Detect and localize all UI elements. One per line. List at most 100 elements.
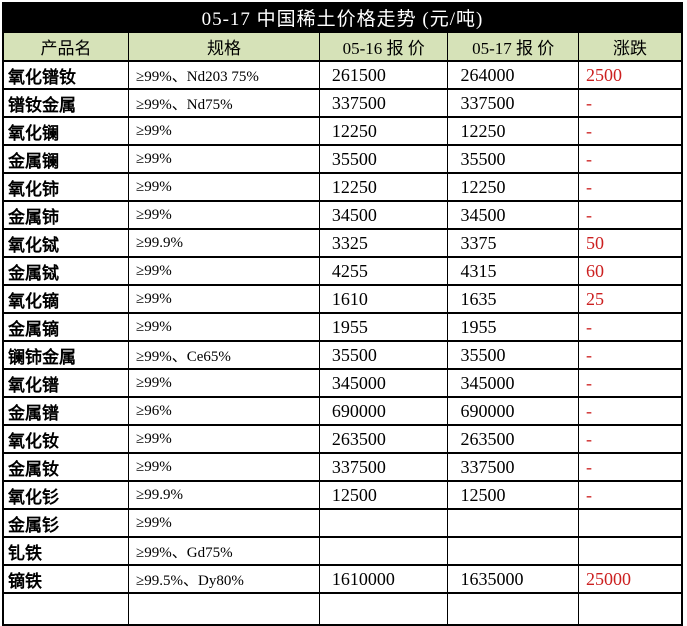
price-0516-cell bbox=[318, 536, 449, 566]
price-0516-cell: 337500 bbox=[318, 452, 449, 482]
change-cell: 60 bbox=[578, 256, 683, 286]
spec-cell: ≥99% bbox=[128, 424, 320, 454]
header-row: 产品名 规格 05-16 报 价 05-17 报 价 涨跌 bbox=[2, 31, 683, 62]
price-0516-cell: 345000 bbox=[318, 368, 449, 398]
price-0517-cell: 35500 bbox=[447, 144, 579, 174]
table-row: 镝铁 ≥99.5%、Dy80% 1610000 1635000 25000 bbox=[2, 564, 683, 594]
product-cell: 镨钕金属 bbox=[2, 88, 130, 118]
change-cell: - bbox=[578, 116, 683, 146]
spec-cell: ≥99% bbox=[128, 256, 320, 286]
table-row: 金属铈 ≥99% 34500 34500- bbox=[2, 200, 683, 230]
table-row: 氧化镝 ≥99% 1610 1635 25 bbox=[2, 284, 683, 314]
title-row: 05-17 中国稀土价格走势 (元/吨) bbox=[2, 2, 683, 33]
table-row: 金属钐 ≥99% bbox=[2, 508, 683, 538]
change-cell: - bbox=[578, 396, 683, 426]
price-0516-cell: 12500 bbox=[318, 480, 449, 510]
price-0517-cell: 34500 bbox=[447, 200, 579, 230]
price-0517-cell: 345000 bbox=[447, 368, 579, 398]
spec-cell: ≥99.9% bbox=[128, 480, 320, 510]
table-row: 氧化铽 ≥99.9% 3325 3375 50 bbox=[2, 228, 683, 258]
product-cell: 氧化铽 bbox=[2, 228, 130, 258]
spec-cell: ≥99% bbox=[128, 312, 320, 342]
price-0516-cell: 261500 bbox=[318, 60, 449, 90]
product-cell: 氧化钐 bbox=[2, 480, 130, 510]
empty-cell bbox=[128, 592, 320, 626]
table-row: 氧化镨钕 ≥99%、Nd203 75% 261500 264000 2500 bbox=[2, 60, 683, 90]
change-cell: 50 bbox=[578, 228, 683, 258]
change-cell bbox=[578, 508, 683, 538]
change-cell: - bbox=[578, 368, 683, 398]
table-title: 05-17 中国稀土价格走势 (元/吨) bbox=[2, 2, 683, 33]
spec-cell: ≥99%、Gd75% bbox=[128, 536, 320, 566]
spec-cell: ≥99%、Nd75% bbox=[128, 88, 320, 118]
price-0517-cell: 12500 bbox=[447, 480, 579, 510]
price-0517-cell: 1955 bbox=[447, 312, 579, 342]
spec-cell: ≥99% bbox=[128, 508, 320, 538]
change-cell: 25000 bbox=[578, 564, 683, 594]
price-0516-cell bbox=[318, 508, 449, 538]
spec-cell: ≥99.5%、Dy80% bbox=[128, 564, 320, 594]
spec-cell: ≥99% bbox=[128, 116, 320, 146]
table-row: 金属铽 ≥99% 4255 4315 60 bbox=[2, 256, 683, 286]
price-0516-cell: 4255 bbox=[318, 256, 449, 286]
spec-cell: ≥99% bbox=[128, 172, 320, 202]
change-cell: - bbox=[578, 312, 683, 342]
spec-cell: ≥99.9% bbox=[128, 228, 320, 258]
header-change: 涨跌 bbox=[578, 31, 683, 62]
price-0516-cell: 690000 bbox=[318, 396, 449, 426]
product-cell: 金属镝 bbox=[2, 312, 130, 342]
price-0517-cell: 1635 bbox=[447, 284, 579, 314]
product-cell: 金属钕 bbox=[2, 452, 130, 482]
price-0517-cell: 337500 bbox=[447, 452, 579, 482]
price-0517-cell: 1635000 bbox=[447, 564, 579, 594]
partial-empty-row bbox=[2, 592, 683, 626]
change-cell: - bbox=[578, 88, 683, 118]
header-product: 产品名 bbox=[2, 31, 130, 62]
price-0516-cell: 35500 bbox=[318, 340, 449, 370]
header-spec: 规格 bbox=[128, 31, 320, 62]
price-0516-cell: 1955 bbox=[318, 312, 449, 342]
change-cell: 25 bbox=[578, 284, 683, 314]
table-row: 金属镝 ≥99% 1955 1955- bbox=[2, 312, 683, 342]
table-row: 氧化钐 ≥99.9% 12500 12500- bbox=[2, 480, 683, 510]
table-row: 金属镧 ≥99% 35500 35500- bbox=[2, 144, 683, 174]
product-cell: 金属镧 bbox=[2, 144, 130, 174]
table-row: 镧铈金属 ≥99%、Ce65% 35500 35500- bbox=[2, 340, 683, 370]
price-0516-cell: 263500 bbox=[318, 424, 449, 454]
table-row: 氧化钕 ≥99% 263500 263500- bbox=[2, 424, 683, 454]
table-row: 氧化镧 ≥99% 12250 12250- bbox=[2, 116, 683, 146]
price-0517-cell: 4315 bbox=[447, 256, 579, 286]
empty-cell bbox=[578, 592, 683, 626]
product-cell: 金属铈 bbox=[2, 200, 130, 230]
change-cell: - bbox=[578, 452, 683, 482]
product-cell: 金属铽 bbox=[2, 256, 130, 286]
change-cell: - bbox=[578, 200, 683, 230]
spec-cell: ≥99% bbox=[128, 452, 320, 482]
empty-cell bbox=[447, 592, 579, 626]
product-cell: 氧化镨 bbox=[2, 368, 130, 398]
price-0516-cell: 3325 bbox=[318, 228, 449, 258]
change-cell: - bbox=[578, 144, 683, 174]
price-0516-cell: 35500 bbox=[318, 144, 449, 174]
price-0516-cell: 12250 bbox=[318, 172, 449, 202]
product-cell: 氧化钕 bbox=[2, 424, 130, 454]
price-0517-cell: 12250 bbox=[447, 172, 579, 202]
product-cell: 镧铈金属 bbox=[2, 340, 130, 370]
price-0517-cell bbox=[447, 508, 579, 538]
spec-cell: ≥99%、Nd203 75% bbox=[128, 60, 320, 90]
product-cell: 金属镨 bbox=[2, 396, 130, 426]
price-0517-cell: 3375 bbox=[447, 228, 579, 258]
table-row: 金属镨 ≥96% 690000 690000- bbox=[2, 396, 683, 426]
header-price-0517: 05-17 报 价 bbox=[447, 31, 579, 62]
price-0516-cell: 1610000 bbox=[318, 564, 449, 594]
table-row: 氧化铈 ≥99% 12250 12250- bbox=[2, 172, 683, 202]
header-price-0516: 05-16 报 价 bbox=[318, 31, 449, 62]
price-0516-cell: 12250 bbox=[318, 116, 449, 146]
change-cell: - bbox=[578, 424, 683, 454]
spec-cell: ≥99%、Ce65% bbox=[128, 340, 320, 370]
spec-cell: ≥99% bbox=[128, 200, 320, 230]
empty-cell bbox=[2, 592, 130, 626]
price-0516-cell: 337500 bbox=[318, 88, 449, 118]
price-0517-cell: 12250 bbox=[447, 116, 579, 146]
